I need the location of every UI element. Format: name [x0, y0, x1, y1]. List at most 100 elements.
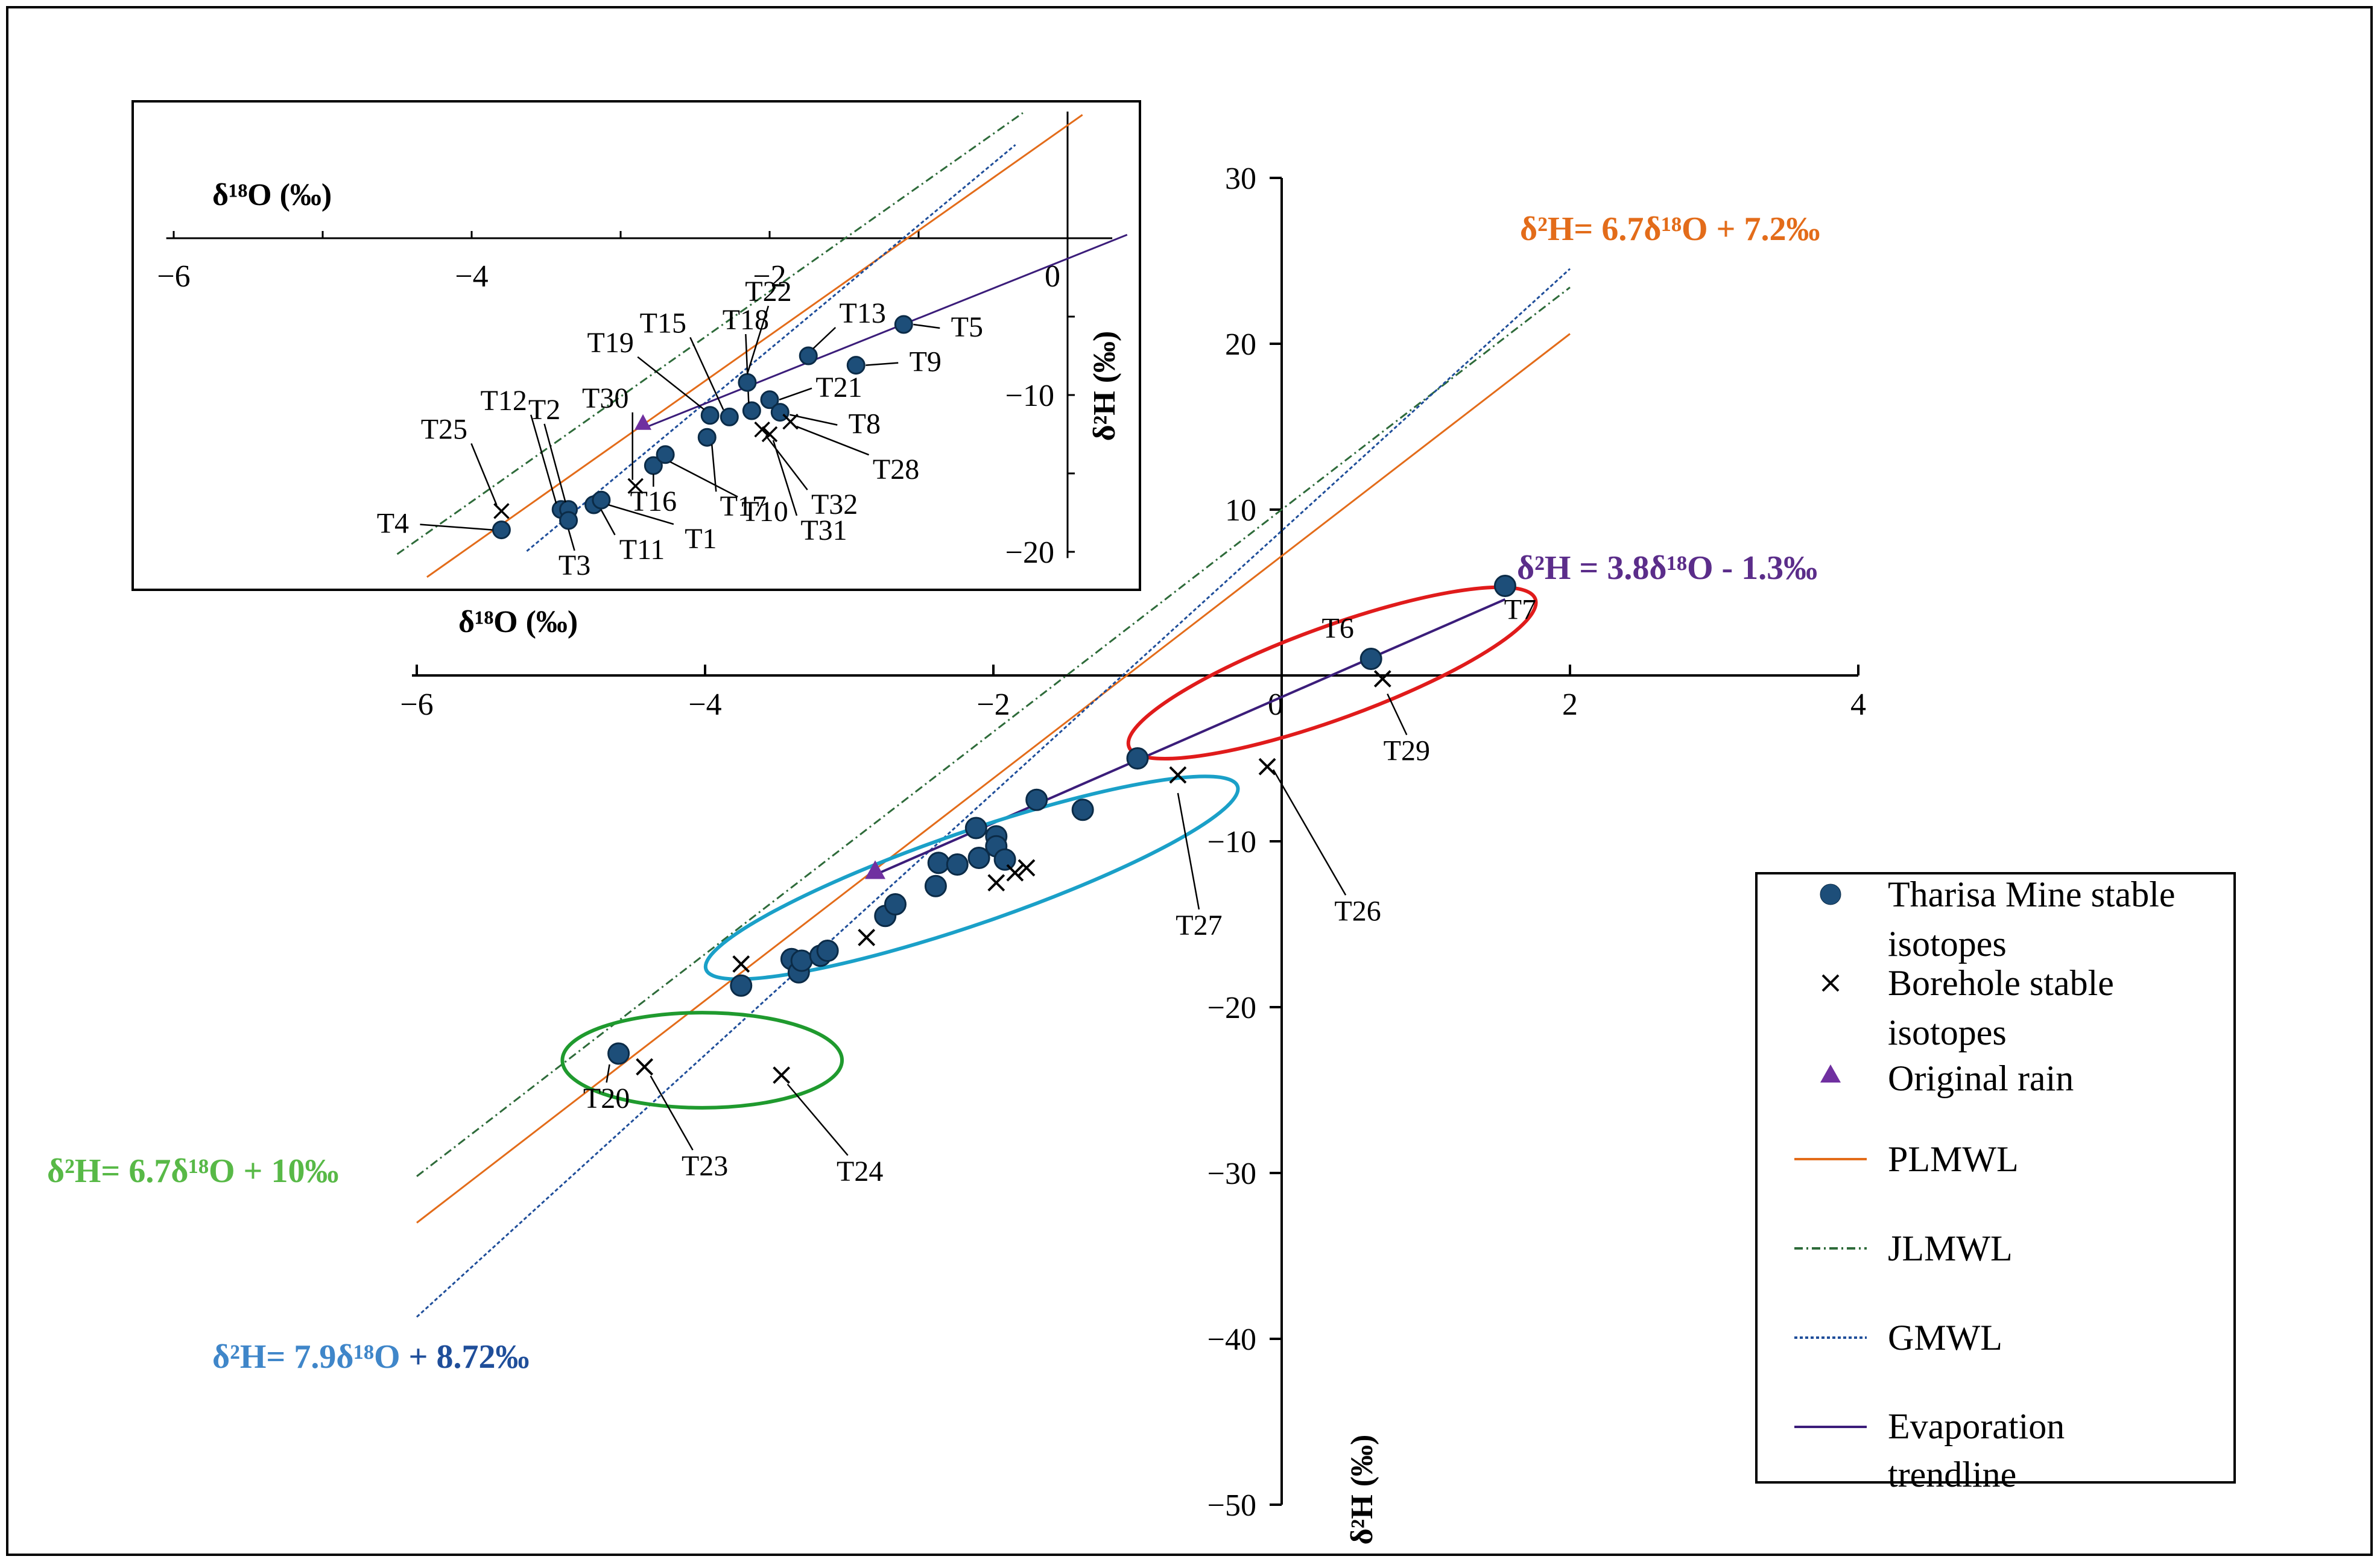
point-label-leader — [1273, 769, 1347, 896]
borehole-point — [1006, 864, 1024, 882]
inset-point-label: T1 — [685, 523, 717, 555]
line-gmwl — [416, 268, 1571, 1318]
inset-borehole-point — [761, 426, 778, 443]
inset-x-tick-label: −6 — [157, 259, 190, 294]
inset-line-gmwl — [526, 144, 1016, 552]
inset-tharisa-point — [697, 428, 717, 447]
equation-gmwl-part-a: δ²H= 7.9δ¹⁸O — [212, 1338, 400, 1376]
point-label: T27 — [1176, 909, 1222, 941]
point-label-leader — [786, 1083, 849, 1156]
inset-point-label: T17 — [720, 490, 767, 522]
x-tick-label: 4 — [1850, 688, 1866, 722]
point-label: T6 — [1322, 613, 1354, 645]
inset-point-label-leader — [689, 337, 724, 410]
x-tick-label: −4 — [688, 688, 721, 722]
inset-point-label: T16 — [630, 485, 677, 517]
inset-line-evaporation-trendline — [642, 233, 1128, 429]
point-label: T7 — [1504, 594, 1536, 626]
inset-tharisa-point — [760, 390, 779, 409]
legend-label-borehole-2: isotopes — [1888, 1013, 2007, 1052]
tharisa-point — [790, 949, 813, 972]
point-label: T24 — [837, 1156, 883, 1187]
borehole-point — [636, 1058, 654, 1076]
legend: Tharisa Mine stable isotopes Borehole st… — [1755, 872, 2236, 1494]
inset-point-label: T4 — [377, 508, 409, 540]
inset-tharisa-point — [738, 373, 757, 392]
inset-borehole-point — [782, 413, 799, 430]
inset-point-label: T13 — [840, 297, 886, 329]
tharisa-point — [1025, 788, 1048, 811]
inset-point-label: T21 — [815, 371, 862, 403]
inset-tharisa-point — [592, 490, 611, 510]
inset-point-label-leader — [637, 356, 704, 410]
tharisa-point — [1126, 747, 1149, 770]
x-tick-label: −6 — [400, 688, 433, 722]
point-label-leader — [1177, 792, 1200, 910]
legend-symbol-rain — [1820, 1064, 1841, 1083]
y-tick-label: 30 — [1225, 162, 1256, 196]
inset-point-label-leader — [765, 435, 808, 490]
inset-line-plmwl — [426, 114, 1083, 578]
inset-borehole-point — [754, 421, 770, 438]
inset-point-label-leader — [746, 305, 770, 375]
inset-point-label: T5 — [951, 311, 983, 343]
inset-point-label: T19 — [587, 327, 634, 359]
inset-x-tick-label: −4 — [455, 259, 488, 294]
tharisa-point — [993, 848, 1016, 871]
inset-point-label: T12 — [481, 385, 527, 417]
inset-point-label: T32 — [811, 488, 858, 520]
equation-jlmwl: δ²H= 6.7δ¹⁸O + 10‰ — [47, 1152, 338, 1190]
inset-tharisa-point — [846, 356, 866, 375]
tharisa-point — [924, 874, 947, 897]
borehole-point — [773, 1066, 791, 1084]
inset-point-label: T22 — [745, 276, 791, 308]
inset-lines — [396, 112, 1128, 578]
tharisa-point — [927, 852, 950, 874]
inset-point-label-leader — [866, 362, 899, 366]
y-tick-label: −40 — [1207, 1323, 1256, 1357]
inset-rain-point — [635, 414, 652, 430]
inset-point-label: T18 — [723, 304, 769, 336]
ellipse-red — [1126, 585, 1538, 760]
point-label: T29 — [1384, 735, 1430, 767]
y-tick-label: −10 — [1207, 825, 1256, 859]
borehole-point — [732, 955, 750, 973]
tharisa-point — [964, 817, 987, 839]
borehole-point — [858, 929, 876, 946]
tharisa-point — [967, 847, 990, 869]
inset-point-label-leader — [913, 323, 940, 329]
line-plmwl — [416, 333, 1571, 1224]
inset-tharisa-point — [742, 401, 761, 420]
inset-x-tick-label: −2 — [753, 259, 786, 294]
legend-symbol-tharisa — [1820, 884, 1841, 905]
x-tick-label: 2 — [1562, 688, 1578, 722]
inset-tharisa-point — [799, 346, 818, 365]
point-label: T20 — [583, 1083, 630, 1114]
borehole-point — [1018, 859, 1036, 877]
y-tick-label: −30 — [1207, 1157, 1256, 1191]
borehole-point — [1258, 757, 1276, 776]
tharisa-point — [1359, 648, 1382, 670]
y-tick-label: −20 — [1207, 991, 1256, 1025]
legend-label-gmwl: GMWL — [1888, 1318, 2002, 1358]
point-label-leader — [650, 1075, 694, 1151]
equation-gmwl-part-b: + 8.72‰ — [400, 1338, 530, 1376]
inset-borehole-point — [627, 478, 644, 495]
legend-label-tharisa-1: Tharisa Mine stable — [1888, 874, 2176, 914]
equation-gmwl: δ²H= 7.9δ¹⁸O + 8.72‰ — [212, 1338, 529, 1376]
inset-point-label-leader — [711, 444, 717, 492]
inset-point-label-leader — [470, 443, 498, 505]
y-tick-label: −50 — [1207, 1488, 1256, 1523]
inset-point-label-leader — [779, 387, 812, 400]
inset-point-label: T15 — [640, 307, 686, 339]
tharisa-point — [1493, 575, 1516, 597]
inset-point-label-leader — [420, 523, 493, 531]
borehole-point — [1373, 670, 1391, 688]
inset-line-jlmwl — [396, 112, 1024, 555]
inset-point-label: T2 — [528, 394, 560, 426]
inset-panel — [131, 100, 1141, 591]
inset-point-label: T28 — [873, 454, 919, 485]
